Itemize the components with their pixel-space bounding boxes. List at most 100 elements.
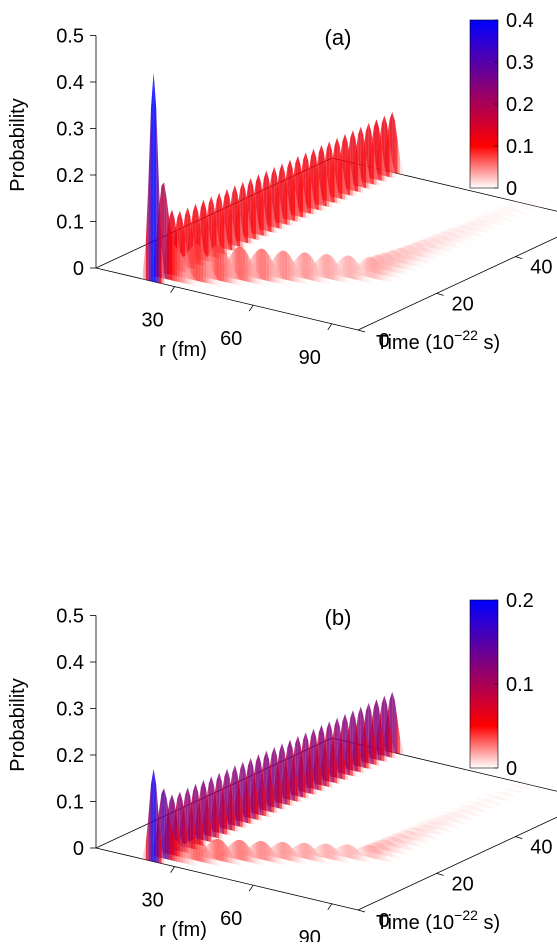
surface-strip xyxy=(229,777,233,831)
surface-strip xyxy=(295,187,298,222)
surface-strip xyxy=(229,849,233,864)
surface-strip xyxy=(300,164,304,218)
surface-strip xyxy=(347,142,351,196)
surface-strip xyxy=(447,231,450,242)
surface-strip xyxy=(402,830,406,839)
surface-strip xyxy=(415,242,419,256)
surface-strip xyxy=(190,839,193,860)
surface-strip xyxy=(397,140,401,175)
surface-strip xyxy=(324,276,327,284)
surface-strip xyxy=(457,818,461,824)
surface-strip xyxy=(442,230,445,235)
surface-strip xyxy=(386,847,390,857)
surface-strip xyxy=(329,281,332,286)
surface-strip xyxy=(290,739,293,801)
surface-strip xyxy=(297,785,301,803)
surface-strip xyxy=(470,236,474,242)
surface-strip xyxy=(468,219,471,224)
surface-strip xyxy=(276,269,280,284)
surface-strip xyxy=(289,845,293,862)
surface-strip xyxy=(397,855,400,860)
surface-strip xyxy=(392,691,395,753)
surface-strip xyxy=(447,246,450,253)
surface-strip xyxy=(444,819,448,827)
surface-strip xyxy=(148,107,151,281)
surface-strip xyxy=(242,231,246,249)
surface-strip xyxy=(392,741,395,759)
surface-strip xyxy=(457,225,461,233)
surface-strip xyxy=(358,847,361,856)
surface-strip xyxy=(311,180,314,215)
surface-strip xyxy=(276,227,280,234)
surface-strip xyxy=(386,252,390,272)
surface-strip xyxy=(389,849,393,858)
surface-strip xyxy=(392,836,395,847)
surface-strip xyxy=(345,183,348,201)
surface-strip xyxy=(405,249,408,265)
surface-strip xyxy=(468,243,471,247)
surface-strip xyxy=(300,744,304,798)
surface-strip xyxy=(143,241,146,280)
surface-strip xyxy=(224,250,227,283)
surface-strip xyxy=(232,217,235,252)
surface-strip xyxy=(368,256,372,278)
surface-strip xyxy=(384,695,387,757)
surface-strip xyxy=(407,825,411,829)
surface-strip xyxy=(255,855,259,865)
surface-strip xyxy=(373,840,377,843)
surface-strip xyxy=(279,274,283,285)
surface-strip xyxy=(363,767,366,774)
surface-strip xyxy=(499,791,503,795)
surface-strip xyxy=(381,147,385,182)
surface-strip xyxy=(483,809,487,814)
surface-strip xyxy=(316,845,319,857)
time-label-exponent: −22 xyxy=(454,327,478,343)
surface-strip xyxy=(237,194,241,247)
surface-strip xyxy=(386,839,390,852)
surface-strip xyxy=(266,170,269,232)
surface-strip xyxy=(161,245,165,285)
surface-strip xyxy=(523,781,526,784)
surface-strip xyxy=(407,827,411,834)
surface-strip xyxy=(384,115,387,177)
surface-strip xyxy=(397,833,400,843)
surface-strip xyxy=(305,732,309,794)
surface-strip xyxy=(515,214,518,219)
surface-strip xyxy=(185,261,188,285)
surface-strip xyxy=(510,788,513,792)
surface-strip xyxy=(190,272,193,286)
surface-strip xyxy=(172,829,175,862)
surface-strip xyxy=(313,778,317,796)
surface-strip xyxy=(402,828,406,833)
surface-strip xyxy=(473,812,476,817)
surface-strip xyxy=(402,834,406,844)
surface-strip xyxy=(253,818,256,825)
surface-strip xyxy=(284,804,288,811)
surface-strip xyxy=(523,199,526,204)
surface-strip xyxy=(355,139,359,192)
surface-strip xyxy=(415,241,419,251)
surface-strip xyxy=(339,267,343,283)
surface-strip xyxy=(400,264,403,275)
surface-strip xyxy=(434,254,437,261)
surface-strip xyxy=(345,858,348,864)
surface-strip xyxy=(373,258,377,280)
surface-strip xyxy=(386,835,390,841)
surface-strip xyxy=(366,734,369,769)
surface-strip xyxy=(520,199,524,204)
surface-strip xyxy=(491,209,495,213)
surface-strip xyxy=(363,187,366,194)
surface-strip xyxy=(415,824,419,831)
surface-strip xyxy=(305,280,309,286)
surface-strip xyxy=(402,267,406,275)
surface-strip xyxy=(407,244,411,249)
surface-strip xyxy=(489,209,492,213)
surface-strip xyxy=(224,800,228,835)
surface-strip xyxy=(486,811,490,814)
surface-strip xyxy=(166,798,170,860)
surface-strip xyxy=(187,267,191,285)
surface-strip xyxy=(460,223,463,228)
surface-strip xyxy=(250,260,254,284)
surface-strip xyxy=(337,767,340,785)
surface-strip xyxy=(221,840,225,862)
